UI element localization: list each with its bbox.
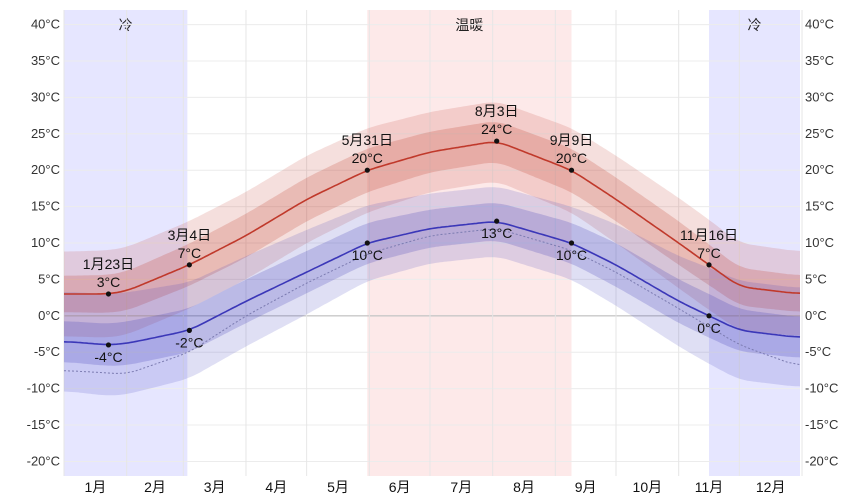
grid (63, 10, 803, 476)
annotation-date: 5月31日 (342, 132, 393, 148)
annotation-value: 7°C (697, 245, 721, 261)
line-low (63, 221, 801, 346)
y-tick-label-left: 35°C (31, 53, 60, 68)
month-label: 1月 (84, 479, 106, 495)
y-tick-label-left: 15°C (31, 199, 60, 214)
month-label: 9月 (575, 479, 597, 495)
y-tick-label-left: 10°C (31, 235, 60, 250)
annotation-dot (706, 313, 712, 319)
annotation-date: 11月16日 (680, 227, 738, 243)
month-label: 6月 (389, 479, 411, 495)
month-label: 2月 (144, 479, 166, 495)
band-outer-high (64, 102, 800, 338)
y-tick-label-left: 5°C (38, 271, 60, 286)
annotation-value: 24°C (481, 121, 512, 137)
y-tick-label-right: 20°C (805, 162, 834, 177)
y-tick-label-right: 15°C (805, 199, 834, 214)
y-tick-label-left: 30°C (31, 89, 60, 104)
y-tick-label-right: 25°C (805, 126, 834, 141)
annotation-value: 10°C (352, 247, 383, 263)
y-tick-label-right: -10°C (805, 381, 838, 396)
y-tick-label-right: 5°C (805, 271, 827, 286)
y-tick-label-right: 0°C (805, 308, 827, 323)
annotation-dot (568, 167, 575, 173)
annotation-date: 3月4日 (168, 227, 212, 243)
annotation-date: 9月9日 (550, 132, 594, 148)
month-label: 12月 (756, 479, 786, 495)
y-tick-label-right: 30°C (805, 89, 834, 104)
annotation-value: 20°C (556, 150, 587, 166)
month-label: 4月 (265, 479, 287, 495)
y-tick-label-left: -10°C (27, 381, 60, 396)
annotation-value: 7°C (178, 245, 202, 261)
temperature-bands (64, 102, 800, 396)
y-tick-label-left: -15°C (27, 417, 60, 432)
axes: -20°C -20°C -15°C -15°C -10°C -10°C -5°C -5°C 0°… (27, 17, 839, 495)
y-tick-label-left: 20°C (31, 162, 60, 177)
annotation-dot (706, 262, 712, 268)
line-high (64, 141, 801, 295)
annotation-value: 0°C (697, 320, 721, 336)
annotation-value: 13°C (481, 225, 512, 241)
annotation-dot (494, 218, 500, 224)
band-outer-low (64, 187, 800, 396)
annotation-dot (105, 342, 112, 348)
y-tick-label-right: 35°C (805, 53, 834, 68)
annotation-dot (186, 262, 192, 268)
month-label: 3月 (204, 479, 226, 495)
annotation-value: 3°C (97, 274, 121, 290)
month-label: 5月 (327, 479, 349, 495)
temperature-lines (63, 141, 801, 374)
y-tick-label-right: -5°C (805, 344, 831, 359)
annotations: 3°C 1月23日 -4°C 7°C 3月4日 -2°C 20°C 5月31日 10°C 24°C… (83, 103, 738, 365)
annotation-value: 10°C (556, 247, 587, 263)
y-tick-label-left: -5°C (34, 344, 60, 359)
month-label: 7月 (450, 479, 472, 495)
annotation-dot (364, 167, 370, 173)
month-label: 10月 (633, 479, 663, 495)
annotation-dot (186, 327, 192, 333)
annotation-dot (364, 240, 370, 246)
y-tick-label-left: 40°C (31, 17, 60, 32)
y-tick-label-right: -15°C (805, 417, 838, 432)
y-tick-label-right: -20°C (805, 453, 838, 468)
month-label: 8月 (513, 479, 535, 495)
band-inner-low (64, 203, 800, 366)
y-tick-label-right: 10°C (805, 235, 834, 250)
annotation-date: 1月23日 (83, 256, 134, 272)
y-tick-label-left: 25°C (31, 126, 60, 141)
band-inner-high (64, 122, 800, 313)
y-tick-label-right: 40°C (805, 17, 834, 32)
y-tick-label-left: 0°C (38, 308, 60, 323)
annotation-value: 20°C (352, 150, 383, 166)
annotation-value: -4°C (94, 349, 122, 365)
month-label: 11月 (695, 479, 724, 495)
annotation-date: 8月3日 (475, 103, 519, 119)
annotation-dot (494, 138, 500, 144)
y-tick-label-left: -20°C (27, 453, 60, 468)
annotation-value: -2°C (175, 334, 203, 350)
annotation-dot (568, 240, 575, 246)
annotation-dot (105, 291, 112, 297)
